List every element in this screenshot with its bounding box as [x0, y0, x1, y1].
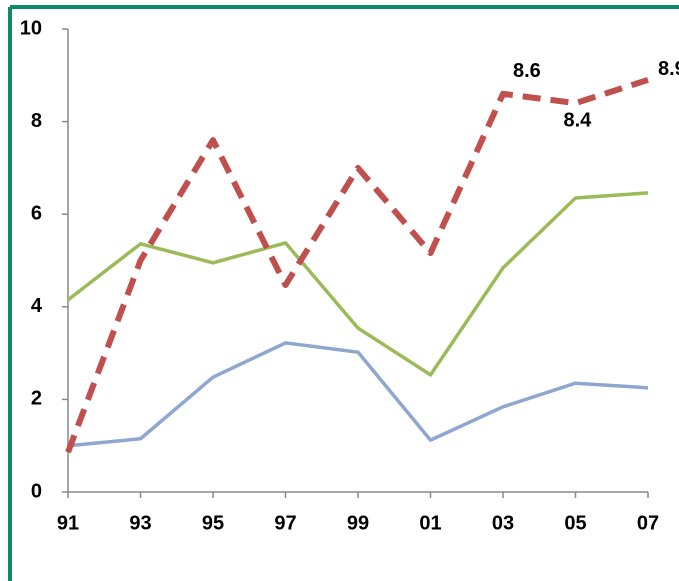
- x-tick-label: 03: [492, 512, 514, 534]
- data-label: 8.6: [513, 60, 541, 82]
- x-tick-label: 93: [129, 512, 151, 534]
- y-tick-label: 2: [31, 388, 42, 410]
- x-tick-label: 05: [564, 512, 586, 534]
- x-tick-label: 97: [274, 512, 296, 534]
- x-tick-label: 07: [637, 512, 659, 534]
- series-line: [65, 77, 649, 454]
- y-tick-label: 4: [31, 295, 43, 317]
- y-tick-label: 8: [31, 110, 42, 132]
- y-tick-label: 10: [20, 17, 42, 39]
- series-line: [66, 191, 649, 377]
- y-tick-label: 0: [31, 480, 42, 502]
- data-label: 8.9: [658, 58, 679, 80]
- x-tick-label: 01: [419, 512, 441, 534]
- data-label: 8.4: [564, 109, 593, 131]
- y-tick-label: 6: [31, 202, 42, 224]
- x-tick-label: 91: [57, 512, 79, 534]
- x-tick-label: 95: [202, 512, 224, 534]
- series-line: [67, 341, 649, 448]
- x-tick-label: 99: [347, 512, 369, 534]
